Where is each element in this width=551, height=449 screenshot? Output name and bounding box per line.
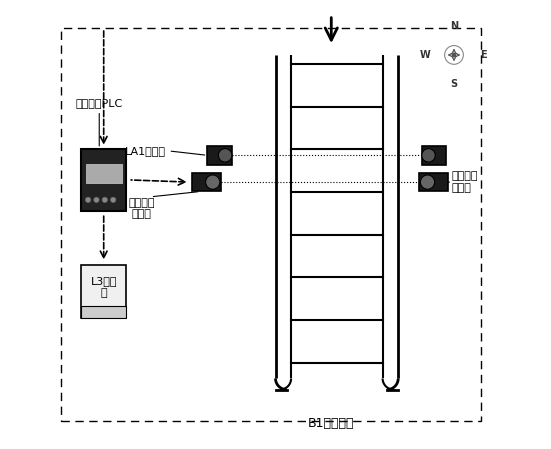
Text: E: E (480, 50, 487, 60)
Text: 西侧激光
测距仪: 西侧激光 测距仪 (128, 198, 155, 219)
Text: 数据采集PLC: 数据采集PLC (75, 98, 123, 109)
Circle shape (85, 197, 91, 202)
FancyBboxPatch shape (82, 306, 126, 318)
Circle shape (102, 197, 107, 202)
Circle shape (452, 53, 456, 57)
Circle shape (206, 175, 220, 189)
Text: LA1光电管: LA1光电管 (125, 146, 166, 156)
Circle shape (94, 197, 99, 202)
Text: B1输送辊道: B1输送辊道 (308, 417, 354, 430)
Text: S: S (450, 79, 457, 89)
Circle shape (422, 149, 435, 162)
Text: L3服务
器: L3服务 器 (90, 276, 117, 298)
Circle shape (420, 175, 435, 189)
FancyBboxPatch shape (422, 146, 446, 165)
FancyBboxPatch shape (82, 264, 126, 318)
FancyBboxPatch shape (192, 173, 221, 191)
Circle shape (111, 197, 116, 202)
Circle shape (218, 149, 232, 162)
Text: N: N (450, 21, 458, 31)
Text: 东侧激光
测距仪: 东侧激光 测距仪 (452, 172, 478, 193)
FancyBboxPatch shape (207, 146, 232, 165)
Text: W: W (419, 50, 430, 60)
FancyBboxPatch shape (86, 164, 122, 183)
FancyBboxPatch shape (82, 149, 126, 211)
FancyBboxPatch shape (419, 173, 449, 191)
